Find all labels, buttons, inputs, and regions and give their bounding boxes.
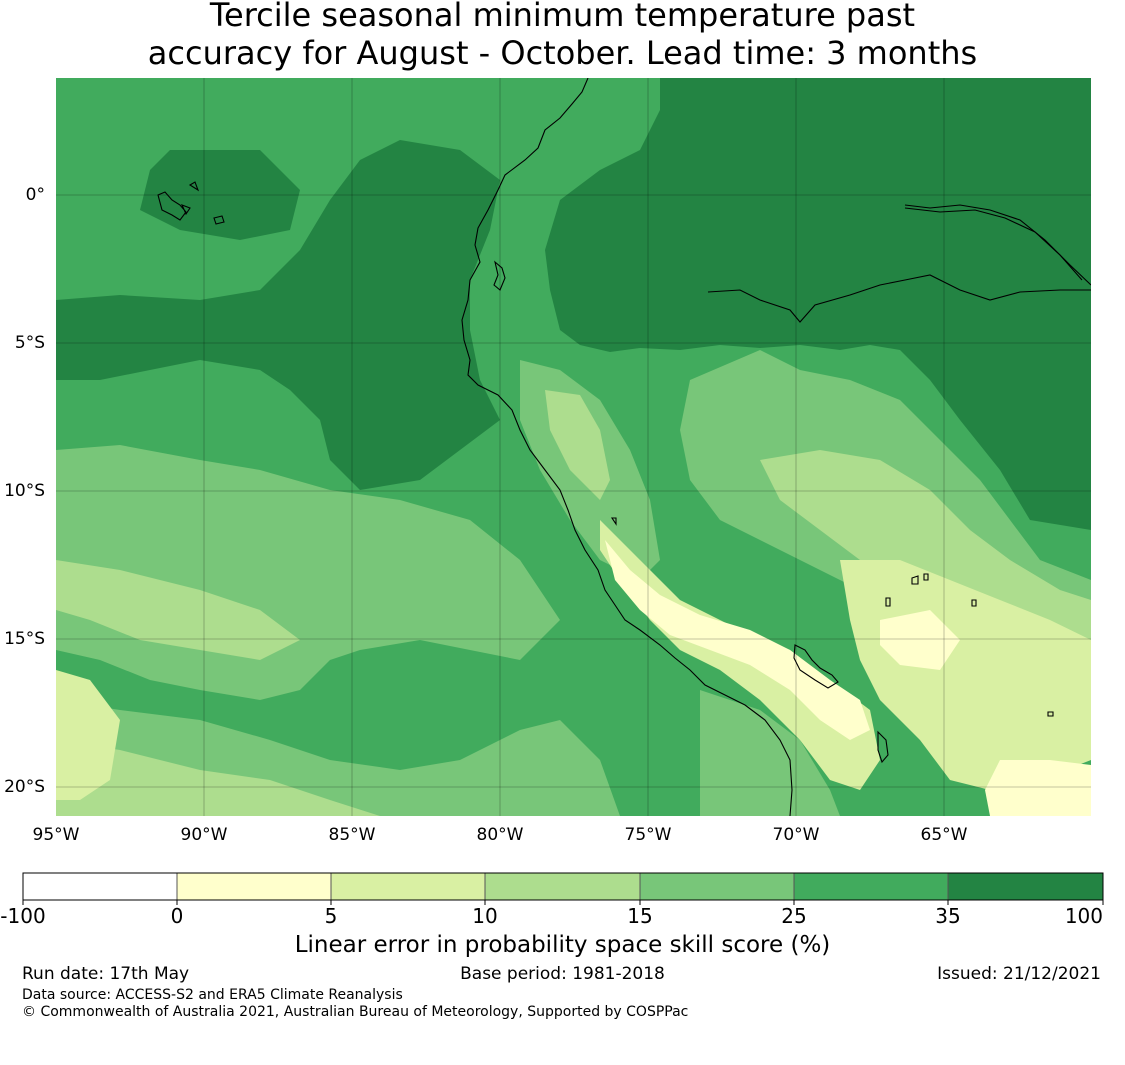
- colorbar-segment: [485, 873, 640, 900]
- lon-tick-label: 70°W: [773, 825, 820, 845]
- colorbar-ticks: [22, 900, 1104, 905]
- gridlines: [56, 78, 1091, 816]
- colorbar-segment: [23, 873, 177, 900]
- colorbar-tick-label: 25: [781, 904, 806, 928]
- colorbar-label: Linear error in probability space skill …: [294, 932, 831, 958]
- colorbar: -100 0 5 10 15 25 35 100: [0, 872, 1104, 928]
- field-region-0-5-east: [985, 760, 1091, 816]
- colorbar-segment: [177, 873, 331, 900]
- colorbar-tick-label: 35: [935, 904, 960, 928]
- colorbar-segment: [331, 873, 485, 900]
- colorbar-tick-label: 100: [1065, 904, 1103, 928]
- colorbar-tick-label: 10: [472, 904, 497, 928]
- maranon-river: [707, 274, 1091, 323]
- base-period: Base period: 1981-2018: [460, 964, 665, 984]
- run-date: Run date: 17th May: [22, 964, 190, 984]
- lon-tick-label: 75°W: [625, 825, 672, 845]
- gulf-of-guayaquil: [493, 260, 506, 291]
- colorbar-tick-label: -100: [0, 904, 45, 928]
- colorbar-tick-label: 5: [325, 904, 338, 928]
- lon-tick-label: 85°W: [329, 825, 376, 845]
- galapagos-islands: [157, 181, 225, 225]
- copyright: © Commonwealth of Australia 2021, Austra…: [22, 1004, 689, 1020]
- lon-tick-labels: 95°W 90°W 85°W 80°W 75°W 70°W 65°W: [33, 825, 968, 845]
- lat-tick-labels: 0° 5°S 10°S 15°S 20°S: [4, 185, 45, 797]
- lat-tick-label: 20°S: [4, 777, 45, 797]
- title-line-2: accuracy for August - October. Lead time…: [147, 34, 978, 72]
- colorbar-tick-labels: -100 0 5 10 15 25 35 100: [0, 904, 1103, 928]
- field-region-0-5-band: [605, 540, 870, 740]
- field-region-35-100-nw: [140, 150, 300, 240]
- field-region-10-15-coast: [545, 390, 610, 500]
- skill-field: [56, 78, 1091, 816]
- south-america-coastline: [461, 78, 793, 816]
- colorbar-tick-label: 0: [171, 904, 184, 928]
- lon-tick-label: 80°W: [477, 825, 524, 845]
- small-lakes: [610, 517, 1054, 717]
- field-region-15-25-southeast: [700, 690, 840, 816]
- amazon-river-north-bank: [904, 207, 1083, 281]
- lat-tick-label: 5°S: [15, 333, 45, 353]
- field-region-0-5-patch: [880, 610, 960, 670]
- lake-titicaca: [793, 644, 839, 689]
- field-region-10-15-west: [56, 560, 300, 660]
- lat-tick-label: 10°S: [4, 481, 45, 501]
- colorbar-segment: [640, 873, 794, 900]
- lon-tick-label: 65°W: [921, 825, 968, 845]
- colorbar-outline: [22, 872, 1104, 901]
- field-region-35-100-north: [300, 78, 1091, 530]
- lon-tick-label: 95°W: [33, 825, 80, 845]
- colorbar-segment: [794, 873, 948, 900]
- lat-tick-label: 15°S: [4, 629, 45, 649]
- colorbar-tick-label: 15: [627, 904, 652, 928]
- field-region-10-15-south: [56, 740, 380, 816]
- field-region-5-10-sw: [56, 670, 120, 800]
- coastlines: [157, 78, 1091, 816]
- lat-tick-label: 0°: [26, 185, 45, 205]
- lon-tick-label: 90°W: [181, 825, 228, 845]
- lake-poopo: [877, 730, 889, 764]
- colorbar-segment: [948, 873, 1103, 900]
- field-region-35-100-central: [56, 140, 500, 490]
- title-line-1: Tercile seasonal minimum temperature pas…: [209, 0, 916, 34]
- colorbar-dividers: [176, 873, 949, 900]
- data-source: Data source: ACCESS-S2 and ERA5 Climate …: [22, 987, 403, 1003]
- issued-date: Issued: 21/12/2021: [937, 964, 1101, 984]
